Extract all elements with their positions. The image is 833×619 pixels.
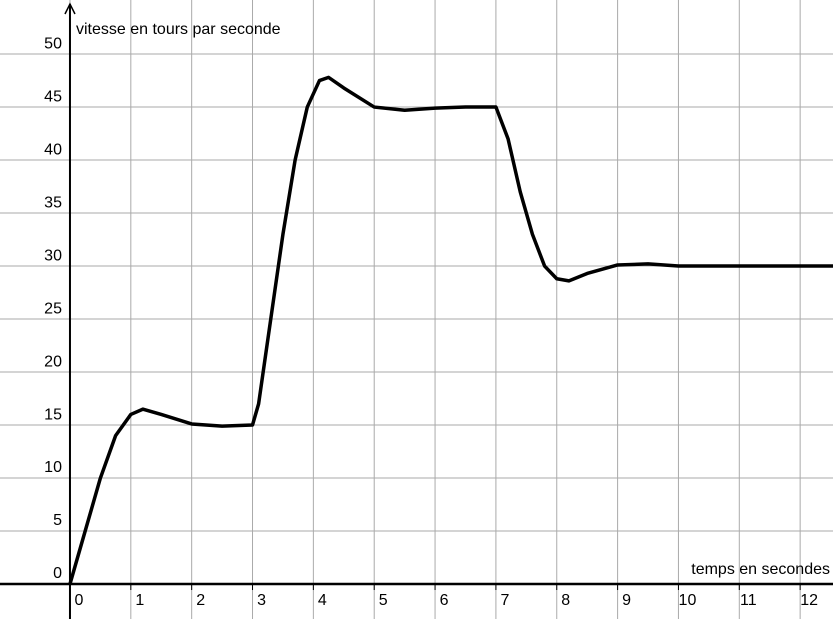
data-line: [68, 75, 833, 585]
y-axis-arrow: [64, 2, 76, 15]
x-tick-label: 2: [196, 592, 205, 609]
x-tick-label: 0: [75, 592, 84, 609]
x-tick-label: 7: [500, 592, 509, 609]
y-tick-label: 25: [44, 300, 62, 317]
y-tick-label: 20: [44, 353, 62, 370]
x-tick-label: 11: [740, 592, 757, 609]
y-tick-label: 0: [53, 565, 62, 582]
x-tick-label: 9: [622, 592, 631, 609]
x-tick-label: 3: [257, 592, 266, 609]
x-tick-label: 12: [800, 592, 818, 609]
y-tick-label: 40: [44, 141, 62, 158]
y-tick-label: 30: [44, 247, 62, 264]
y-tick-label: 50: [44, 35, 62, 52]
y-tick-label: 35: [44, 194, 62, 211]
x-tick-label: 10: [679, 592, 697, 609]
y-tick-label: 15: [44, 406, 62, 423]
y-axis-label: vitesse en tours par seconde: [76, 21, 281, 38]
y-tick-label: 5: [53, 512, 62, 529]
y-tick-label: 45: [44, 88, 62, 105]
y-tick-label: 10: [44, 459, 62, 476]
x-tick-label: 5: [379, 592, 388, 609]
x-tick-label: 1: [135, 592, 144, 609]
x-tick-label: 8: [561, 592, 570, 609]
x-tick-label: 6: [440, 592, 449, 609]
x-tick-label: 4: [318, 592, 327, 609]
x-axis-label: temps en secondes: [691, 561, 830, 578]
